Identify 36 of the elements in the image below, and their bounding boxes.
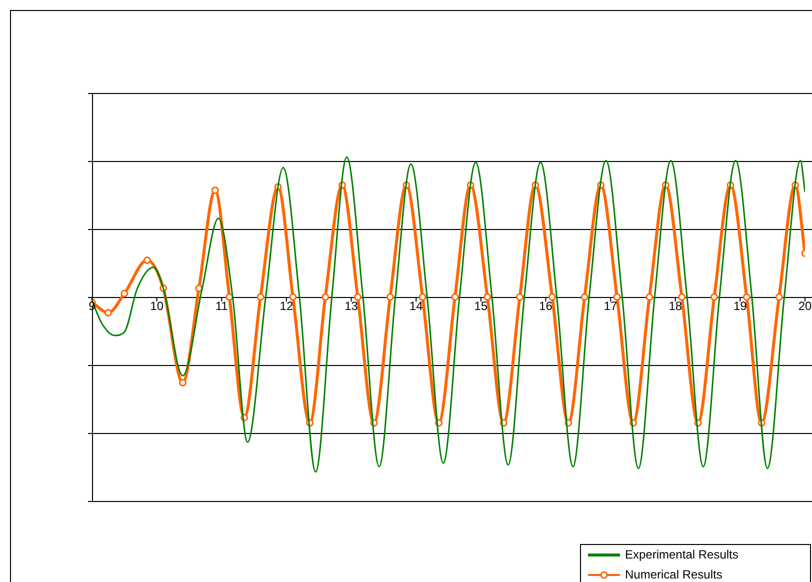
point (613, 293, 621, 301)
point (322, 293, 330, 301)
point (256, 293, 264, 301)
x-tick-label: 18 (668, 298, 682, 313)
point (484, 293, 492, 301)
point (178, 378, 186, 386)
x-tick-label: 19 (734, 298, 748, 313)
point (548, 293, 556, 301)
point (580, 293, 588, 301)
x-tick-label: 11 (215, 298, 228, 313)
point (289, 293, 297, 301)
point (104, 308, 112, 316)
point (646, 293, 654, 301)
x-tick-label: 17 (604, 298, 618, 313)
x-tick-label: 20 (798, 298, 812, 313)
legend-label: Experimental Results (625, 547, 738, 562)
point (120, 290, 128, 298)
point (195, 284, 203, 292)
point (516, 293, 524, 301)
x-tick-label: 14 (409, 298, 424, 313)
x-tick-label: 12 (280, 298, 294, 313)
point (354, 293, 362, 301)
point (710, 293, 718, 301)
x-tick-label: 10 (150, 298, 164, 313)
point (211, 186, 219, 194)
point (451, 293, 459, 301)
point (775, 293, 783, 301)
x-tick-label: 16 (539, 298, 553, 313)
point (418, 293, 426, 301)
legend-label: Numerical Results (625, 567, 722, 582)
point (742, 293, 750, 301)
x-tick-label: 15 (474, 298, 488, 313)
point (678, 293, 686, 301)
point (143, 256, 151, 264)
x-tick-label: 13 (344, 298, 358, 313)
point (386, 293, 394, 301)
